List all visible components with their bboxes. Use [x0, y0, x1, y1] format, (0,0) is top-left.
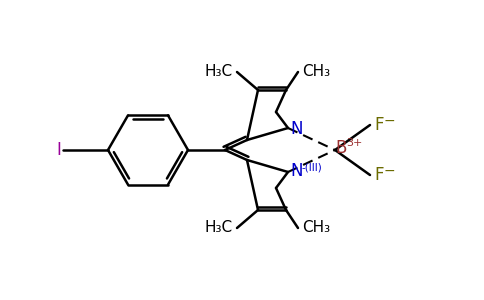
Text: N: N — [290, 162, 302, 180]
Text: −: − — [384, 114, 395, 128]
Text: F: F — [374, 116, 383, 134]
Text: I: I — [56, 141, 61, 159]
Text: N: N — [290, 120, 302, 138]
Text: B: B — [335, 139, 347, 157]
Text: CH₃: CH₃ — [302, 64, 330, 80]
Text: −: − — [384, 164, 395, 178]
Text: H₃C: H₃C — [205, 64, 233, 80]
Text: CH₃: CH₃ — [302, 220, 330, 236]
Text: H₃C: H₃C — [205, 220, 233, 236]
Text: F: F — [374, 166, 383, 184]
Text: -(III): -(III) — [301, 163, 322, 173]
Text: 3+: 3+ — [346, 138, 363, 148]
